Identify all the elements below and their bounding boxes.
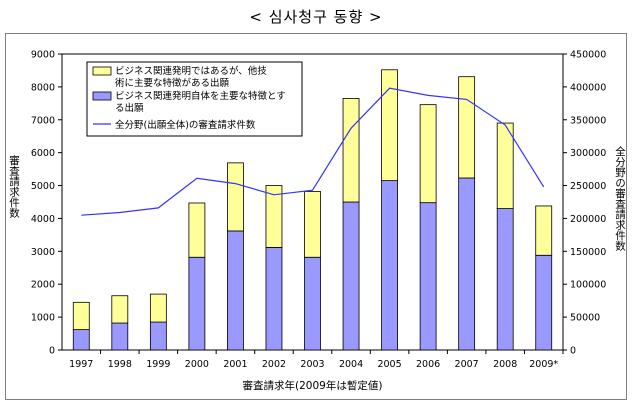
x-tick-label: 2002 xyxy=(262,359,286,370)
y2-axis-label: 全分野の審査請求件数 xyxy=(614,145,626,252)
bar-lower xyxy=(458,177,476,351)
bar-lower xyxy=(188,256,206,351)
x-tick-label: 1998 xyxy=(108,359,132,370)
bar-upper xyxy=(72,301,90,331)
bar-lower xyxy=(304,256,321,351)
page-title: < 심사청구 동향 > xyxy=(249,8,383,26)
bar-upper xyxy=(227,162,244,232)
x-tick-label: 1999 xyxy=(146,359,170,370)
x-tick-label: 2001 xyxy=(223,359,247,370)
bar-lower xyxy=(419,202,437,351)
x-tick-label: 2006 xyxy=(416,359,440,370)
bar-upper xyxy=(342,98,360,203)
legend-label-upper: ビジネス関連発明ではあるが、他技術に主要な特徴がある出願 xyxy=(115,65,267,89)
bar-lower xyxy=(342,201,360,351)
bar-upper xyxy=(381,69,398,182)
chart-frame xyxy=(5,33,627,400)
bar-lower xyxy=(535,254,553,351)
y-tick-label: 0 xyxy=(49,346,55,357)
total-filing-line xyxy=(81,87,545,216)
bar-upper xyxy=(535,205,553,256)
legend-swatch-upper xyxy=(92,66,112,76)
legend xyxy=(86,61,303,137)
bar-lower xyxy=(72,329,90,351)
y2-tick-label: 350000 xyxy=(570,115,606,126)
y2-tick-label: 150000 xyxy=(570,247,606,258)
y2-tick-label: 450000 xyxy=(570,50,606,61)
y2-tick-label: 200000 xyxy=(570,214,606,225)
y-tick-label: 5000 xyxy=(31,181,55,192)
x-tick-label: 2000 xyxy=(185,359,209,370)
bar-lower xyxy=(227,230,244,351)
bar-upper xyxy=(496,122,514,209)
legend-label-lower: ビジネス関連発明自体を主要な特徴とする出願 xyxy=(115,90,286,114)
bar-lower xyxy=(149,321,167,351)
y-tick-label: 7000 xyxy=(31,115,55,126)
bar-upper xyxy=(265,185,283,248)
y2-tick-label: 50000 xyxy=(570,313,600,324)
y-tick-label: 1000 xyxy=(31,313,55,324)
x-tick-label: 2007 xyxy=(455,359,479,370)
y2-tick-label: 300000 xyxy=(570,148,606,159)
y-tick-label: 9000 xyxy=(31,50,55,61)
bar-upper xyxy=(458,76,476,179)
bar-upper xyxy=(419,104,437,204)
x-tick-label: 2003 xyxy=(300,359,324,370)
x-tick-label: 2004 xyxy=(339,359,363,370)
y-tick-label: 4000 xyxy=(31,214,55,225)
x-tick-label: 2005 xyxy=(377,359,401,370)
bar-upper xyxy=(111,295,129,324)
y-tick-label: 3000 xyxy=(31,247,55,258)
bar-lower xyxy=(496,208,514,351)
y-tick-label: 2000 xyxy=(31,280,55,291)
x-tick-label: 1997 xyxy=(69,359,93,370)
y2-tick-label: 400000 xyxy=(570,82,606,93)
x-tick-label: 2009* xyxy=(529,359,558,370)
y-tick-label: 8000 xyxy=(31,82,55,93)
y2-tick-label: 250000 xyxy=(570,181,606,192)
bar-upper xyxy=(188,202,206,258)
y2-tick-label: 100000 xyxy=(570,280,606,291)
bar-upper xyxy=(304,191,321,258)
bar-lower xyxy=(381,180,398,351)
y-tick-label: 6000 xyxy=(31,148,55,159)
bar-lower xyxy=(265,246,283,351)
legend-label-line: 全分野(出願全体)の審査請求件数 xyxy=(115,119,256,131)
legend-swatch-lower xyxy=(92,91,112,101)
y-axis-label: 審査請求件数 xyxy=(8,154,20,219)
bar-upper xyxy=(149,293,167,323)
x-tick-label: 2008 xyxy=(493,359,517,370)
x-axis-label: 審査請求年(2009年は暫定値) xyxy=(243,379,383,392)
y2-tick-label: 0 xyxy=(570,346,576,357)
bar-lower xyxy=(111,322,129,351)
